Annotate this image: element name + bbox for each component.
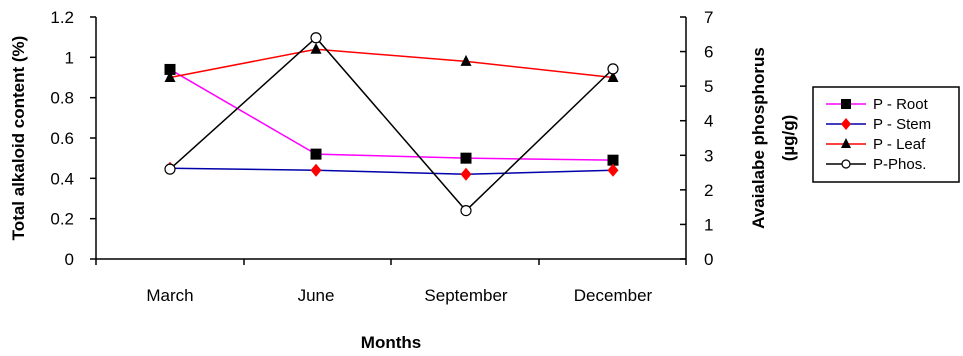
data-point xyxy=(310,42,322,54)
left-tick-label: 0.8 xyxy=(50,89,74,108)
legend: P - Root P - Stem P - Leaf P-Phos. xyxy=(812,86,960,183)
x-axis-title: Months xyxy=(361,333,421,352)
right-axis-title-line1: Avaialabe phosphorus xyxy=(749,47,768,229)
right-tick-label: 2 xyxy=(704,181,713,200)
data-point xyxy=(607,71,619,82)
legend-label: P - Leaf xyxy=(873,136,926,153)
left-tick-label: 0.6 xyxy=(50,129,74,148)
right-axis-title-line2: (µg/g) xyxy=(779,115,798,162)
data-point xyxy=(164,163,176,175)
right-tick-label: 3 xyxy=(704,146,713,165)
data-point xyxy=(460,205,472,217)
legend-marker xyxy=(841,159,851,169)
x-tick-label: December xyxy=(574,286,653,305)
series-line-p-root xyxy=(169,68,614,161)
data-point xyxy=(607,163,619,177)
data-point xyxy=(164,63,176,75)
left-tick-label: 1 xyxy=(65,48,74,67)
data-point xyxy=(460,152,472,164)
data-point xyxy=(164,71,176,82)
legend-label: P - Stem xyxy=(873,116,931,133)
legend-marker xyxy=(841,138,851,148)
data-point xyxy=(460,167,472,181)
x-tick-label: March xyxy=(146,286,193,305)
x-ticks: March June September December xyxy=(95,259,687,305)
left-ticks: 0 0.2 0.4 0.6 0.8 1 1.2 xyxy=(50,8,96,269)
series-line-p-stem xyxy=(169,167,614,176)
legend-marker xyxy=(841,118,851,130)
series-line-p-leaf xyxy=(169,48,614,79)
left-tick-label: 0 xyxy=(65,250,74,269)
left-tick-label: 1.2 xyxy=(50,8,74,27)
data-point xyxy=(607,154,619,166)
legend-label: P - Root xyxy=(873,96,929,113)
right-tick-label: 4 xyxy=(704,112,713,131)
data-point xyxy=(310,32,322,44)
right-tick-label: 0 xyxy=(704,250,713,269)
left-tick-label: 0.2 xyxy=(50,210,74,229)
legend-marker xyxy=(841,99,851,109)
legend-box xyxy=(812,86,960,183)
legend-label: P-Phos. xyxy=(873,156,926,173)
right-tick-label: 7 xyxy=(704,8,713,27)
series-markers xyxy=(164,32,619,217)
data-point xyxy=(310,163,322,177)
data-point xyxy=(607,63,619,75)
series-line-p-phos- xyxy=(169,36,614,212)
data-point xyxy=(460,54,472,66)
right-tick-label: 5 xyxy=(704,77,713,96)
left-axis-title: Total alkaloid content (%) xyxy=(9,36,28,241)
x-tick-label: September xyxy=(424,286,507,305)
x-tick-label: June xyxy=(298,286,335,305)
series-lines xyxy=(169,36,614,212)
data-point xyxy=(310,148,322,160)
axes xyxy=(95,17,687,260)
right-tick-label: 6 xyxy=(704,43,713,62)
left-tick-label: 0.4 xyxy=(50,169,74,188)
right-tick-label: 1 xyxy=(704,215,713,234)
right-ticks: 0 1 2 3 4 5 6 7 xyxy=(680,8,713,269)
